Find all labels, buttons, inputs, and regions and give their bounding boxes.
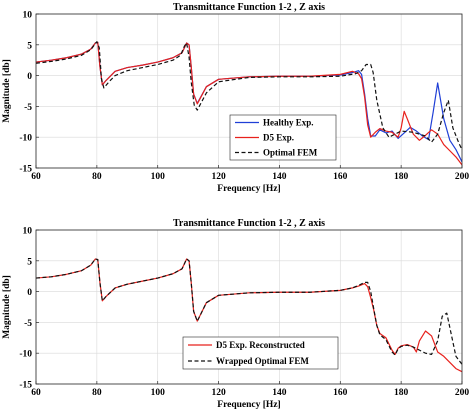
x-tick-label: 140	[272, 172, 287, 182]
legend: Healthy Exp. D5 Exp. Optimal FEM	[229, 114, 337, 161]
y-tick-label: 5	[27, 257, 32, 267]
axes-frame	[35, 13, 463, 169]
x-tick-label: 180	[394, 172, 409, 182]
y-tick-label: 10	[23, 11, 33, 21]
x-tick-label: 120	[211, 388, 226, 398]
y-axis-label: Magnitude [db]	[2, 59, 12, 123]
x-tick-label: 100	[151, 388, 166, 398]
y-tick-label: 0	[27, 72, 32, 82]
y-tick-label: -10	[19, 350, 32, 360]
x-tick-label: 200	[455, 172, 470, 182]
series-line-2	[36, 258, 462, 365]
x-tick-label: 200	[455, 388, 470, 398]
x-axis-label: Frequency [Hz]	[217, 400, 280, 410]
x-tick-label: 80	[92, 172, 102, 182]
x-tick-label: 140	[272, 388, 287, 398]
y-tick-label: 10	[23, 227, 33, 237]
y-axis-label: Magnitude [db]	[2, 275, 12, 339]
series-line-2	[36, 41, 462, 166]
y-tick-label: 0	[27, 288, 32, 298]
x-tick-label: 160	[333, 172, 348, 182]
y-tick-label: -5	[24, 319, 32, 329]
chart-title: Transmittance Function 1-2 , Z axis	[173, 218, 325, 229]
x-tick-label: 80	[92, 388, 102, 398]
chart-panel-1: 60 80 100 120 140 160 180 200 10 5 0 -5 -10 -15 Transm…	[2, 2, 469, 194]
y-tick-label: -15	[19, 381, 32, 391]
x-tick-label: 180	[394, 388, 409, 398]
x-tick-label: 60	[31, 172, 41, 182]
legend-label: Healthy Exp.	[263, 118, 314, 128]
y-tick-label: -15	[19, 165, 32, 175]
y-tick-label: -5	[24, 103, 32, 113]
x-tick-label: 160	[333, 388, 348, 398]
chart-title: Transmittance Function 1-2 , Z axis	[173, 2, 325, 13]
y-tick-label: 5	[27, 41, 32, 51]
x-tick-label: 100	[151, 172, 166, 182]
x-tick-label: 120	[211, 172, 226, 182]
legend: D5 Exp. Reconstructed Wrapped Optimal FEM	[182, 336, 339, 370]
legend-label: Optimal FEM	[263, 148, 318, 158]
x-axis-label: Frequency [Hz]	[217, 184, 280, 194]
chart-panel-2: 60 80 100 120 140 160 180 200 10 5 0 -5 -10 -15 Transm…	[2, 218, 469, 410]
legend-label: D5 Exp. Reconstructed	[216, 340, 305, 350]
y-tick-label: -10	[19, 134, 32, 144]
legend-box	[182, 336, 339, 370]
legend-label: D5 Exp.	[263, 133, 294, 143]
axes-frame	[35, 229, 463, 385]
legend-label: Wrapped Optimal FEM	[216, 356, 309, 366]
x-tick-label: 60	[31, 388, 41, 398]
